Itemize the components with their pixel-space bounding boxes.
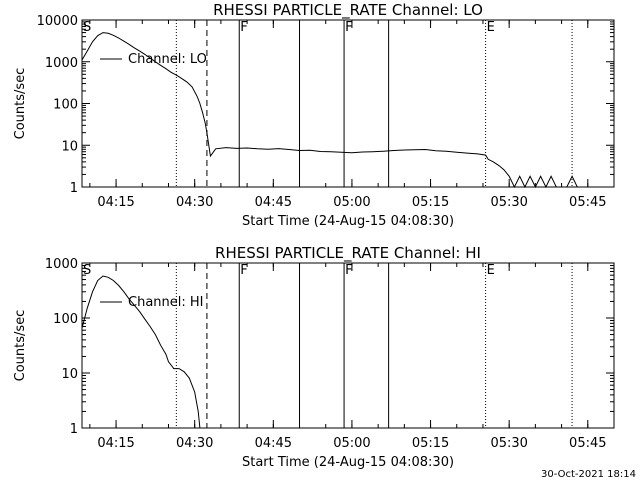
plot2-marker-label: E: [487, 263, 495, 278]
plot2-xlabel: Start Time (24-Aug-15 04:08:30): [242, 455, 454, 470]
plot2-xtick-label: 04:30: [176, 436, 213, 451]
plot1-xtick-label: 05:00: [333, 195, 370, 210]
plot1-xtick-label: 05:15: [412, 195, 449, 210]
plot1-xtick-label: 05:30: [490, 195, 527, 210]
plot1-marker-label: F: [240, 20, 247, 35]
plot1-frame: [81, 19, 615, 188]
plot2-xtick-label: 05:00: [333, 436, 370, 451]
plot1-marker-label: F: [345, 20, 352, 35]
plot2-legend-label: Channel: HI: [128, 295, 204, 310]
plot2-marker-label: F: [240, 263, 247, 278]
plot2-frame: [81, 262, 615, 429]
plot1-ytick-label: 10000: [37, 14, 78, 29]
plot2-series-line: [81, 275, 201, 429]
plot2-xtick-label: 04:45: [255, 436, 292, 451]
plot1-xlabel: Start Time (24-Aug-15 04:08:30): [242, 214, 454, 229]
plot2-title: RHESSI PARTICLE_RATE Channel: HI: [215, 244, 481, 263]
plot2-ylabel: Counts/sec: [13, 310, 28, 382]
plot1-legend-label: Channel: LO: [128, 52, 207, 67]
plot1-ytick-label: 10: [61, 139, 78, 154]
plot2-marker-label: S: [83, 263, 91, 278]
plot2-xtick-label: 05:15: [412, 436, 449, 451]
plot2-ytick-label: 10: [61, 367, 78, 382]
plot1-xtick-label: 05:45: [569, 195, 606, 210]
plot2-ytick-label: 1: [70, 422, 78, 437]
plot1-ylabel: Counts/sec: [13, 68, 28, 140]
plot2-ytick-label: 1000: [45, 257, 78, 272]
plot1-ytick-label: 100: [53, 98, 78, 113]
plot1-series-line: [81, 32, 578, 189]
plot1-title: RHESSI PARTICLE_RATE Channel: LO: [213, 1, 483, 20]
plot2-xtick-label: 05:45: [569, 436, 606, 451]
plot2-xtick-label: 04:15: [97, 436, 134, 451]
plot1-marker-label: E: [487, 20, 495, 35]
footer-timestamp: 30-Oct-2021 18:14: [541, 469, 636, 480]
plot2-xtick-label: 05:30: [490, 436, 527, 451]
plot1-xtick-label: 04:45: [255, 195, 292, 210]
plot1-xtick-label: 04:30: [176, 195, 213, 210]
plot1-xtick-label: 04:15: [97, 195, 134, 210]
plot1-ytick-label: 1000: [45, 56, 78, 71]
plot1-marker-label: S: [83, 20, 91, 35]
plot1-ytick-label: 1: [70, 181, 78, 196]
plot2-marker-label: F: [345, 263, 352, 278]
plot2-ytick-label: 100: [53, 312, 78, 327]
